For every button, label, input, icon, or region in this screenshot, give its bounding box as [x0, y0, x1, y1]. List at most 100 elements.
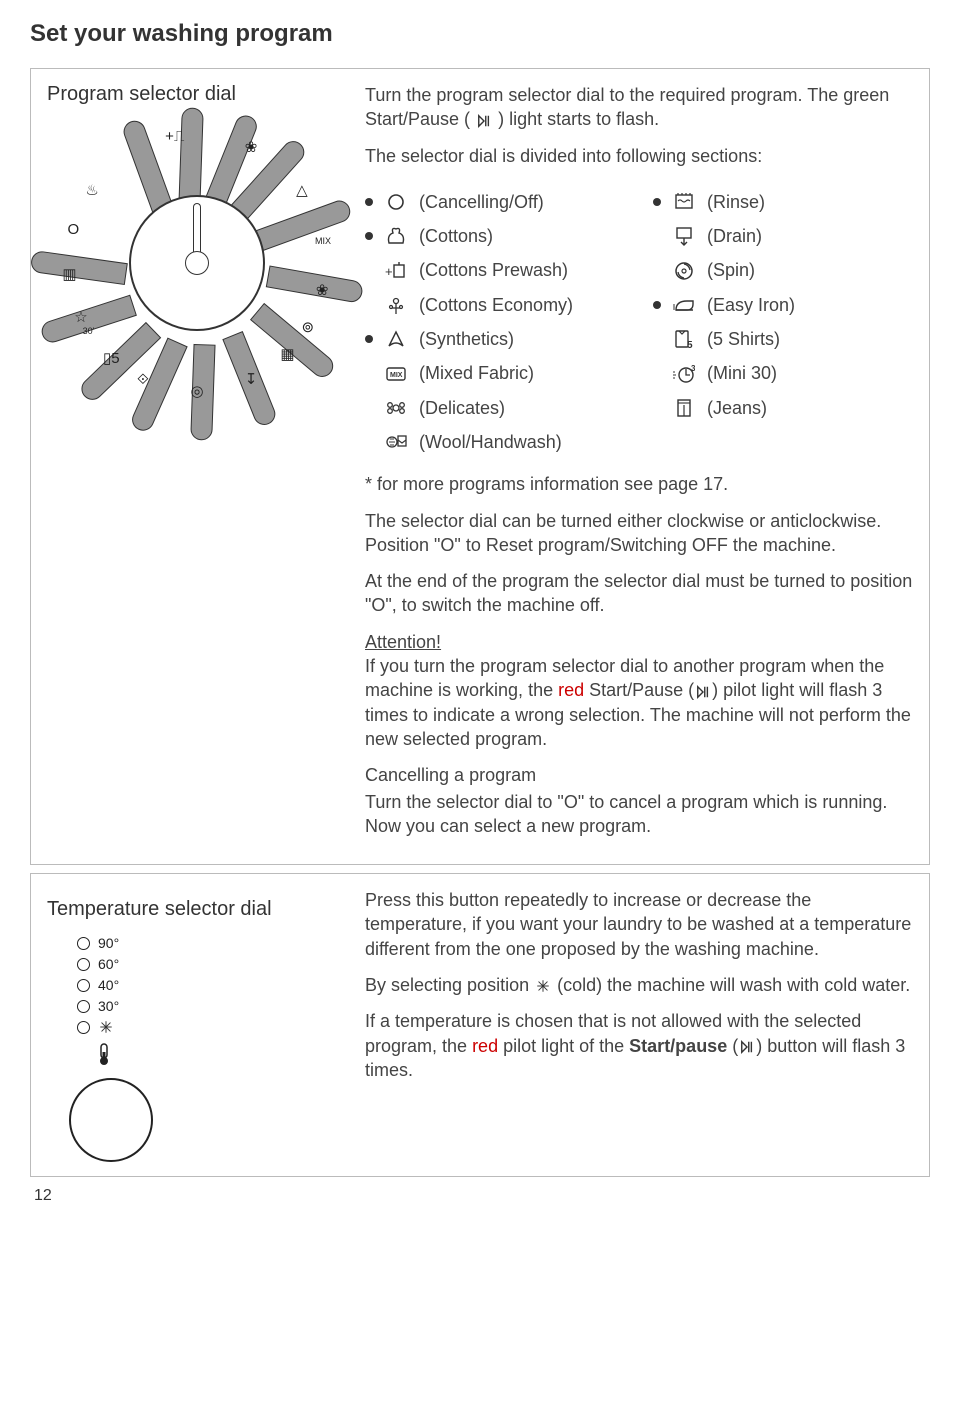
bullet-icon	[653, 198, 661, 206]
footnote: * for more programs information see page…	[365, 472, 913, 496]
dial-segment	[256, 197, 354, 251]
temperature-options: 90° 60° 40° 30°	[77, 935, 347, 1035]
playpause-icon	[738, 1039, 756, 1055]
temp-option: 40°	[77, 977, 347, 993]
spin-icon	[671, 260, 697, 282]
dial-knob	[129, 195, 265, 331]
mini30-icon: 30'	[76, 319, 100, 343]
page-title: Set your washing program	[30, 20, 930, 48]
dial-segment	[178, 107, 203, 204]
program-label: (Cottons)	[419, 224, 493, 248]
program-selector-panel: Program selector dial ☆▥O♨+⎍❀△MIX❀⊚▦↧◎⟐▯…	[30, 68, 930, 865]
program-item: (Cottons Economy)	[365, 293, 625, 317]
attention-block: Attention! If you turn the program selec…	[365, 630, 913, 751]
playpause-icon	[475, 113, 493, 129]
shirts-icon	[671, 328, 697, 350]
temp-para2: By selecting position (cold) the machine…	[365, 973, 913, 997]
cold-icon	[98, 1019, 114, 1035]
program-heading: Program selector dial	[47, 83, 347, 106]
program-item: (Mixed Fabric)	[365, 361, 625, 385]
cancel-heading: Cancelling a program	[365, 763, 913, 787]
rinse-icon	[671, 191, 697, 213]
cottons-icon	[383, 225, 409, 247]
delicates-icon: ❀	[310, 278, 334, 302]
intro-text: Turn the program selector dial to the re…	[365, 83, 913, 132]
radio-icon	[77, 958, 90, 971]
program-label: (Wool/Handwash)	[419, 430, 562, 454]
temp-option: 30°	[77, 998, 347, 1014]
temp-option-cold	[77, 1019, 347, 1035]
prewash-icon: +⎍	[163, 125, 187, 149]
drain-icon	[671, 225, 697, 247]
program-item: (Cancelling/Off)	[365, 190, 625, 214]
program-item: (5 Shirts)	[653, 327, 913, 351]
program-item: (Delicates)	[365, 396, 625, 420]
program-label: (Easy Iron)	[707, 293, 795, 317]
temp-option: 90°	[77, 935, 347, 951]
program-label: (Spin)	[707, 258, 755, 282]
program-label: (Jeans)	[707, 396, 767, 420]
jeans-icon	[671, 397, 697, 419]
program-label: (Mini 30)	[707, 361, 777, 385]
program-label: (Synthetics)	[419, 327, 514, 351]
jeans-icon: ▥	[57, 262, 81, 286]
drain-icon: ↧	[239, 367, 263, 391]
bullet-icon	[653, 301, 661, 309]
temperature-dial	[69, 1078, 153, 1162]
program-label: (5 Shirts)	[707, 327, 780, 351]
temp-para1: Press this button repeatedly to increase…	[365, 888, 913, 961]
easyiron-icon: ⟐	[131, 367, 155, 391]
mix-icon	[383, 363, 409, 385]
cancelling-block: Cancelling a program Turn the selector d…	[365, 763, 913, 838]
radio-icon	[77, 937, 90, 950]
off-icon	[383, 191, 409, 213]
program-label: (Delicates)	[419, 396, 505, 420]
mix-icon: MIX	[311, 229, 335, 253]
program-item: (Jeans)	[653, 396, 913, 420]
delicates-icon	[383, 397, 409, 419]
attention-label: Attention!	[365, 632, 441, 652]
program-item: (Drain)	[653, 224, 913, 248]
bullet-icon	[365, 198, 373, 206]
page-number: 12	[34, 1187, 930, 1205]
program-item: (Mini 30)	[653, 361, 913, 385]
program-item: (Synthetics)	[365, 327, 625, 351]
program-label: (Mixed Fabric)	[419, 361, 534, 385]
prewash-icon	[383, 260, 409, 282]
off-icon: O	[61, 218, 85, 242]
program-item: (Cottons Prewash)	[365, 258, 625, 282]
program-list: (Cancelling/Off) (Cottons) (Cottons Prewas…	[365, 180, 913, 464]
sections-intro: The selector dial is divided into follow…	[365, 144, 913, 168]
easyiron-icon	[671, 294, 697, 316]
bullet-icon	[365, 232, 373, 240]
program-item: (Wool/Handwash)	[365, 430, 625, 454]
radio-icon	[77, 979, 90, 992]
wool-icon: ⊚	[296, 315, 320, 339]
cottons-icon: ♨	[80, 178, 104, 202]
bullet-icon	[365, 335, 373, 343]
program-label: (Cottons Prewash)	[419, 258, 568, 282]
program-label: (Cancelling/Off)	[419, 190, 544, 214]
reset-info: The selector dial can be turned either c…	[365, 509, 913, 558]
synthetics-icon: △	[290, 178, 314, 202]
program-selector-dial: ☆▥O♨+⎍❀△MIX❀⊚▦↧◎⟐▯530'	[52, 118, 342, 408]
shirts-icon: ▯5	[99, 346, 123, 370]
program-item: (Spin)	[653, 258, 913, 282]
program-item: (Rinse)	[653, 190, 913, 214]
thermometer-icon	[93, 1041, 347, 1072]
wool-icon	[383, 431, 409, 453]
program-item: (Easy Iron)	[653, 293, 913, 317]
playpause-icon	[694, 684, 712, 700]
temp-para3: If a temperature is chosen that is not a…	[365, 1009, 913, 1082]
radio-icon	[77, 1021, 90, 1034]
program-label: (Drain)	[707, 224, 762, 248]
synthetics-icon	[383, 328, 409, 350]
program-label: (Rinse)	[707, 190, 765, 214]
radio-icon	[77, 1000, 90, 1013]
rinse-icon: ▦	[276, 342, 300, 366]
economy-icon: ❀	[239, 135, 263, 159]
program-item: (Cottons)	[365, 224, 625, 248]
economy-icon	[383, 294, 409, 316]
mini30-icon	[671, 363, 697, 385]
cold-icon	[534, 977, 552, 995]
